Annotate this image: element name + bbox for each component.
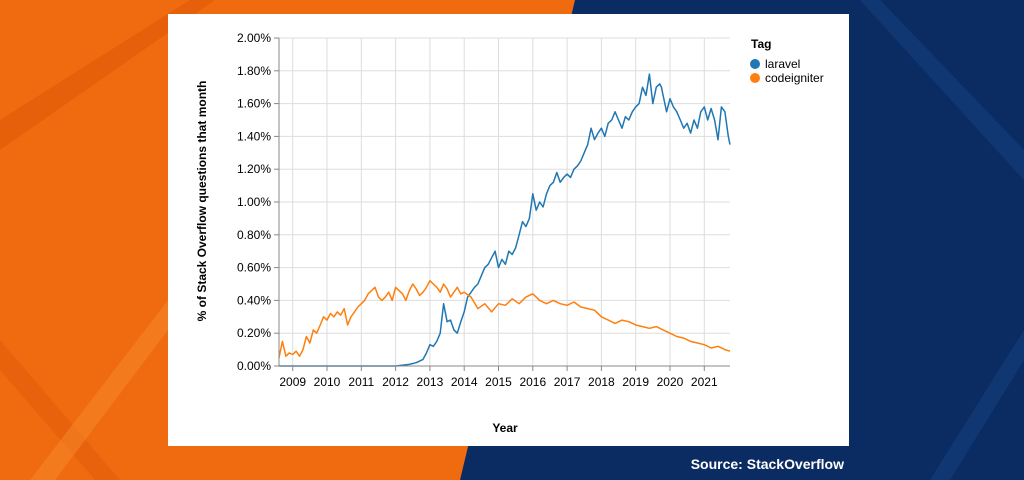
x-tick-label: 2015 bbox=[485, 375, 512, 389]
x-tick-label: 2017 bbox=[554, 375, 581, 389]
x-axis-title: Year bbox=[492, 421, 518, 435]
legend-label-codeigniter: codeigniter bbox=[765, 71, 824, 85]
x-tick-label: 2021 bbox=[691, 375, 718, 389]
x-tick-label: 2009 bbox=[279, 375, 306, 389]
y-tick-label: 0.00% bbox=[237, 359, 271, 373]
grid-lines bbox=[279, 37, 730, 367]
series-line-laravel bbox=[279, 73, 731, 367]
x-tick-label: 2018 bbox=[588, 375, 615, 389]
chart-card: 0.00% 0.20% 0.40% 0.60% 0.80% 1.00% 1.20% 1.40%… bbox=[168, 14, 849, 446]
y-tick-label: 1.40% bbox=[237, 129, 271, 143]
y-tick-label: 0.60% bbox=[237, 261, 271, 275]
navy-stripe bbox=[930, 330, 1024, 480]
axes bbox=[274, 37, 730, 371]
line-chart: 0.00% 0.20% 0.40% 0.60% 0.80% 1.00% 1.20% 1.40%… bbox=[195, 31, 824, 435]
y-tick-label: 0.40% bbox=[237, 293, 271, 307]
x-tick-label: 2020 bbox=[657, 375, 684, 389]
y-tick-label: 1.00% bbox=[237, 195, 271, 209]
x-tick-label: 2019 bbox=[622, 375, 649, 389]
series-line-codeigniter bbox=[278, 279, 731, 358]
y-tick-label: 1.20% bbox=[237, 162, 271, 176]
series-layer bbox=[278, 73, 731, 367]
x-tick-label: 2013 bbox=[417, 375, 444, 389]
y-tick-label: 0.80% bbox=[237, 228, 271, 242]
navy-stripe bbox=[860, 0, 1024, 180]
y-tick-label: 1.80% bbox=[237, 64, 271, 78]
orange-stripe bbox=[0, 0, 215, 150]
legend-title: Tag bbox=[751, 37, 771, 51]
y-tick-label: 1.60% bbox=[237, 97, 271, 111]
legend: Tag laravel codeigniter bbox=[750, 37, 824, 85]
y-axis-title: % of Stack Overflow questions that month bbox=[195, 81, 209, 322]
x-tick-label: 2014 bbox=[451, 375, 478, 389]
x-tick-label: 2012 bbox=[382, 375, 409, 389]
legend-swatch-laravel bbox=[750, 59, 760, 69]
x-tick-label: 2016 bbox=[519, 375, 546, 389]
legend-swatch-codeigniter bbox=[750, 73, 760, 83]
tick-labels: 0.00% 0.20% 0.40% 0.60% 0.80% 1.00% 1.20% 1.40%… bbox=[237, 31, 718, 389]
source-caption: Source: StackOverflow bbox=[690, 456, 844, 472]
x-tick-label: 2011 bbox=[348, 375, 374, 389]
y-tick-label: 2.00% bbox=[237, 31, 271, 45]
y-tick-label: 0.20% bbox=[237, 326, 271, 340]
x-tick-label: 2010 bbox=[314, 375, 341, 389]
orange-stripe bbox=[30, 300, 168, 480]
legend-label-laravel: laravel bbox=[765, 57, 800, 71]
orange-stripe bbox=[0, 340, 120, 480]
